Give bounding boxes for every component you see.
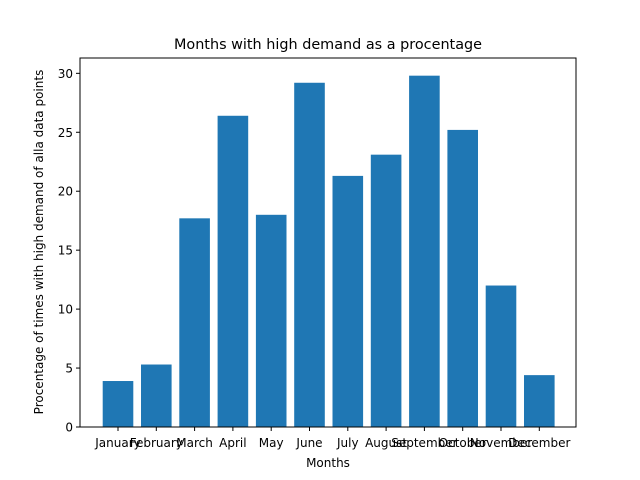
bar-february (141, 364, 172, 427)
bars-group (102, 75, 555, 428)
bar-april (217, 115, 249, 428)
y-tick-label: 5 (65, 362, 73, 376)
y-tick-label: 25 (58, 126, 73, 140)
y-tick-label: 10 (58, 303, 73, 317)
bar-july (332, 175, 364, 427)
x-tick-label-september: September (391, 436, 457, 450)
x-tick-label-july: July (336, 436, 359, 450)
bar-august (370, 154, 402, 428)
x-axis-label: Months (306, 456, 350, 470)
x-tick-label-april: April (219, 436, 246, 450)
bar-november (485, 285, 517, 427)
y-tick-label: 0 (65, 421, 73, 435)
x-tick-label-december: December (508, 436, 570, 450)
plot-frame (79, 57, 577, 428)
x-tick-label-january: January (94, 436, 141, 450)
x-tick-label-february: February (130, 436, 183, 450)
y-tick-label: 20 (58, 185, 73, 199)
x-tick-label-march: March (176, 436, 213, 450)
bar-march (179, 218, 210, 427)
y-axis-label: Procentage of times with high demand of … (32, 70, 46, 415)
x-tick-label-august: August (365, 436, 407, 450)
bar-december (524, 375, 555, 427)
y-tick-label: 15 (58, 244, 73, 258)
x-tick-label-june: June (295, 436, 322, 450)
bar-june (294, 82, 325, 427)
bar-january (102, 381, 134, 427)
y-tick-label: 30 (58, 67, 73, 81)
y-axis-ticks: 0 5 10 15 20 25 30 (58, 67, 80, 435)
x-tick-label-october: October (439, 436, 487, 450)
bar-october (447, 129, 478, 427)
x-tick-label-november: November (470, 436, 532, 450)
x-tick-label-may: May (259, 436, 284, 450)
chart-title: Months with high demand as a procentage (174, 37, 482, 53)
bar-may (255, 214, 287, 427)
bar-september (409, 75, 440, 428)
